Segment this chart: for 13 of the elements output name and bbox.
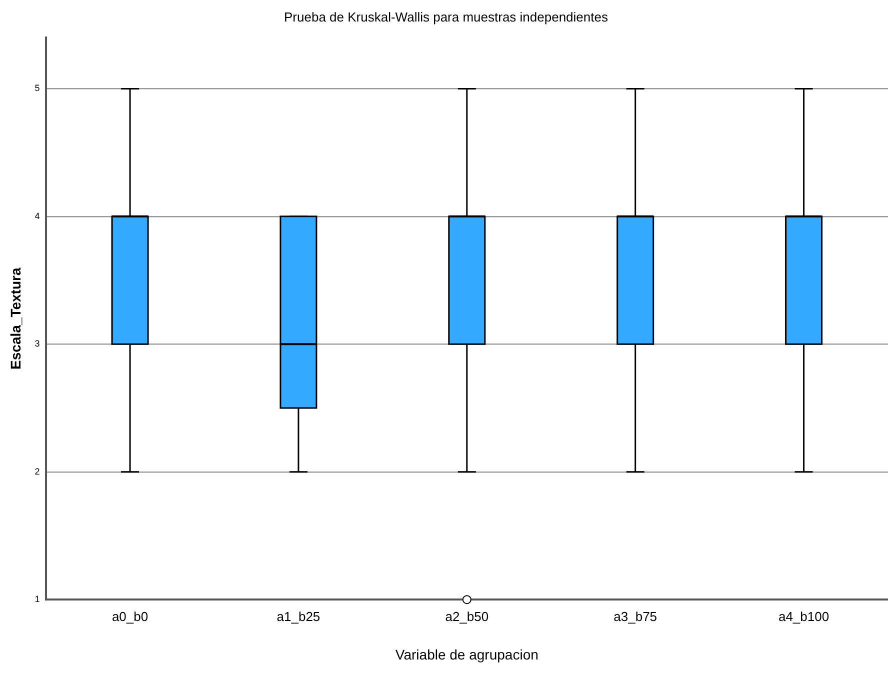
x-tick-label: a2_b50 (445, 608, 489, 624)
y-axis-title: Escala_Textura (7, 268, 24, 370)
x-axis-title: Variable de agrupacion (395, 646, 538, 662)
x-tick-label: a1_b25 (276, 608, 320, 624)
x-tick-label: a4_b100 (778, 608, 830, 624)
y-tick-label: 2 (34, 466, 40, 476)
y-tick-label: 4 (34, 210, 40, 221)
x-tick-label: a0_b0 (112, 608, 148, 624)
y-tick-label: 5 (34, 83, 40, 94)
y-tick-label: 3 (34, 338, 40, 349)
chart-title: Prueba de Kruskal-Wallis para muestras independientes (284, 9, 608, 24)
y-tick-label: 1 (34, 594, 40, 604)
x-tick-label: a3_b75 (614, 608, 658, 624)
